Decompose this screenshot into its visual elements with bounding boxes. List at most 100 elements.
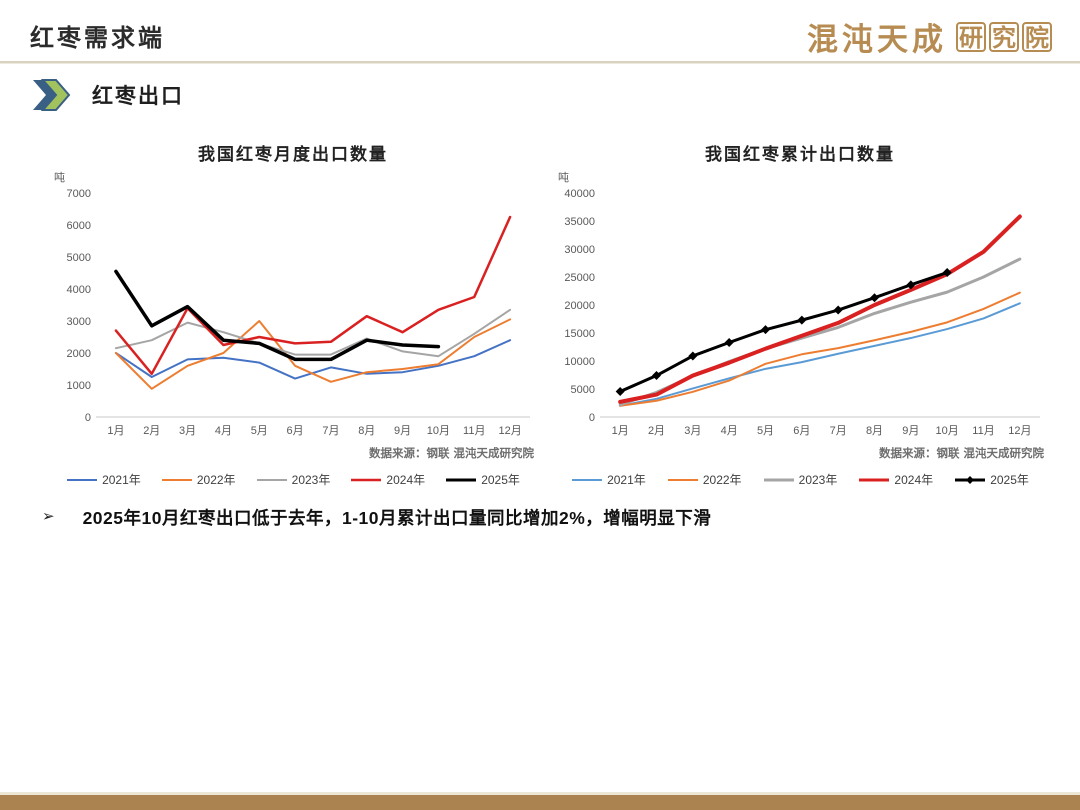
y-axis-tick-label: 35000 — [564, 216, 595, 228]
series-line-2023年 — [114, 308, 512, 358]
logo-seal-char: 研 — [956, 21, 986, 52]
x-axis-tick-label: 4月 — [721, 425, 738, 437]
x-axis-tick-label: 8月 — [358, 425, 375, 437]
y-axis-tick-label: 2000 — [67, 348, 91, 360]
series-line-2022年 — [619, 291, 1021, 407]
takeaway-bullet: ➢ 2025年10月红枣出口低于去年，1-10月累计出口量同比增加2%，增幅明显… — [42, 505, 711, 530]
series-line-2025年 — [114, 269, 441, 362]
double-chevron-icon — [33, 79, 71, 111]
legend-line-swatch — [763, 478, 794, 481]
legend-marker-diamond — [966, 475, 975, 484]
legend-item-2022年: 2022年 — [667, 471, 742, 488]
y-axis-tick-label: 25000 — [564, 272, 595, 284]
series-marker-diamond — [797, 315, 807, 325]
series-marker-diamond — [652, 371, 661, 381]
footer-bar — [0, 795, 1080, 810]
x-axis-tick-label: 9月 — [394, 425, 411, 437]
y-axis-tick-label: 0 — [85, 412, 91, 424]
series-line-2024年 — [114, 215, 512, 376]
y-axis-unit-label: 吨 — [558, 172, 569, 184]
y-axis-tick-label: 20000 — [564, 300, 595, 312]
page-title: 红枣需求端 — [30, 23, 165, 52]
legend-line-swatch — [572, 478, 603, 481]
series-marker-diamond — [833, 305, 843, 315]
x-axis-tick-label: 8月 — [866, 425, 883, 437]
legend-item-2024年: 2024年 — [350, 471, 425, 488]
y-axis-tick-label: 7000 — [67, 188, 91, 200]
data-source-note: 数据来源：钢联 混沌天成研究院 — [368, 446, 534, 460]
x-axis-tick-label: 7月 — [322, 425, 339, 437]
legend-label: 2025年 — [481, 473, 520, 487]
legend-label: 2024年 — [894, 473, 934, 487]
data-source-note: 数据来源：钢联 混沌天成研究院 — [878, 446, 1044, 460]
series-line-2024年 — [618, 214, 1022, 404]
y-axis-tick-label: 40000 — [564, 188, 595, 200]
y-axis-tick-label: 1000 — [67, 380, 91, 392]
legend-item-2021年: 2021年 — [66, 471, 141, 488]
legend-label: 2022年 — [196, 473, 236, 487]
y-axis-tick-label: 3000 — [67, 316, 91, 328]
legend-line-swatch — [955, 475, 986, 484]
monthly-export-chart: 0 1000 2000 3000 4000 5000 6000 7000 1月 2月 3月 4月 5月 6… — [67, 188, 530, 437]
x-axis-tick-label: 3月 — [684, 425, 701, 437]
y-axis-tick-label: 0 — [589, 412, 595, 424]
legend-line-swatch — [67, 478, 98, 481]
y-axis-tick-label: 15000 — [564, 328, 595, 340]
legend-item-2023年: 2023年 — [256, 471, 331, 488]
y-axis-tick-label: 6000 — [67, 220, 91, 232]
x-axis-tick-label: 4月 — [215, 425, 232, 437]
company-logo: 混沌天成 研 究 院 — [807, 14, 1052, 59]
x-axis-tick-label: 1月 — [612, 425, 629, 437]
section-heading: 红枣出口 — [92, 83, 184, 108]
series-line-2021年 — [619, 302, 1021, 407]
y-axis-tick-label: 10000 — [564, 356, 595, 368]
cumulative-export-chart: 0 5000 10000 15000 20000 25000 30000 35000 40000… — [564, 188, 1040, 437]
series-line-2022年 — [114, 318, 512, 390]
series-marker-diamond — [761, 325, 770, 335]
chart-title-cumulative: 我国红枣累计出口数量 — [705, 145, 895, 165]
x-axis-tick-label: 11月 — [972, 425, 994, 437]
x-axis-tick-label: 3月 — [179, 425, 196, 437]
x-axis-tick-label: 2月 — [648, 425, 665, 437]
x-axis-tick-label: 1月 — [107, 425, 124, 437]
chart-legend: 2021年 2022年 2023年 2024年 2025年 — [46, 471, 540, 488]
y-axis-tick-label: 5000 — [67, 252, 91, 264]
footer-strip — [0, 792, 1080, 795]
x-axis-tick-label: 7月 — [830, 425, 847, 437]
logo-script-text: 混沌天成 — [807, 22, 947, 58]
legend-item-2025年: 2025年 — [445, 471, 520, 488]
series-marker-diamond — [724, 338, 734, 348]
header-divider — [0, 61, 1080, 64]
x-axis-tick-label: 6月 — [793, 425, 810, 437]
x-axis-tick-label: 12月 — [1008, 425, 1031, 437]
x-axis-tick-label: 10月 — [427, 425, 450, 437]
series-marker-diamond — [615, 387, 625, 397]
legend-label: 2024年 — [386, 473, 426, 487]
legend-line-swatch — [859, 478, 890, 481]
takeaway-text: 2025年10月红枣出口低于去年，1-10月累计出口量同比增加2%，增幅明显下滑 — [82, 508, 712, 528]
series-marker-diamond — [870, 293, 879, 303]
legend-label: 2021年 — [607, 473, 646, 487]
legend-label: 2022年 — [702, 473, 742, 487]
series-marker-diamond — [942, 268, 952, 278]
legend-label: 2023年 — [291, 473, 331, 487]
chart-legend: 2021年 2022年 2023年 2024年 2025年 — [550, 471, 1050, 488]
x-axis-tick-label: 6月 — [287, 425, 304, 437]
legend-item-2023年: 2023年 — [763, 471, 837, 488]
legend-line-swatch — [256, 478, 287, 481]
section-heading-row: 红枣出口 — [32, 79, 184, 111]
legend-item-2024年: 2024年 — [858, 471, 933, 488]
legend-line-swatch — [667, 478, 698, 481]
chart-title-monthly: 我国红枣月度出口数量 — [198, 145, 388, 165]
legend-item-2021年: 2021年 — [571, 471, 646, 488]
y-axis-tick-label: 30000 — [564, 244, 595, 256]
monthly-export-chart-module: 我国红枣月度出口数量 吨 0 1000 2000 3000 4000 5000 6000 70… — [46, 140, 540, 488]
series-marker-diamond — [688, 351, 698, 361]
legend-line-swatch — [446, 478, 477, 481]
legend-label: 2025年 — [990, 473, 1029, 487]
legend-item-2022年: 2022年 — [161, 471, 236, 488]
y-axis-tick-label: 4000 — [67, 284, 91, 296]
y-axis-tick-label: 5000 — [571, 384, 595, 396]
x-axis-tick-label: 2月 — [143, 425, 160, 437]
cumulative-export-chart-module: 我国红枣累计出口数量 吨 0 5000 10000 15000 20000 25000 30… — [550, 140, 1050, 488]
